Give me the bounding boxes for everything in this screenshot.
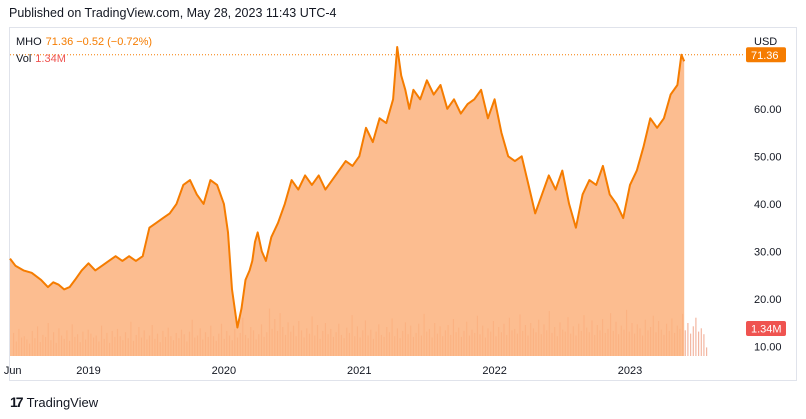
legend-price-change: 71.36 −0.52 (−0.72%) (45, 36, 153, 48)
legend-vol-value: 1.34M (35, 53, 66, 65)
last-price-badge: 71.36 (746, 47, 786, 63)
tradingview-brand[interactable]: 17 TradingView (10, 394, 98, 410)
volume-badge: 1.34M (746, 321, 786, 336)
x-tick-label: 2021 (347, 365, 371, 377)
price-line (9, 46, 686, 329)
brand-label: TradingView (26, 394, 99, 410)
volume-bar (692, 326, 694, 356)
x-tick-label: 2020 (212, 365, 236, 377)
y-tick-label: 40.00 (754, 199, 782, 211)
x-tick-label: 2023 (618, 365, 642, 377)
chart-legend: MHO 71.36 −0.52 (−0.72%) Vol 1.34M (16, 34, 152, 68)
x-tick-label: 2019 (76, 365, 100, 377)
legend-volume-row: Vol 1.34M (16, 51, 152, 68)
volume-bar (700, 328, 702, 356)
currency-label: USD (754, 36, 777, 48)
y-tick-label: 20.00 (754, 294, 782, 306)
volume-bar (687, 323, 689, 356)
y-tick-label: 60.00 (754, 104, 782, 116)
y-tick-label: 30.00 (754, 246, 782, 258)
volume-bar (698, 331, 700, 356)
last-price-label: 71.36 (751, 50, 779, 62)
y-tick-label: 50.00 (754, 151, 782, 163)
legend-vol-label: Vol (16, 53, 32, 65)
volume-label: 1.34M (751, 324, 782, 336)
legend-price-row: MHO 71.36 −0.52 (−0.72%) (16, 34, 152, 51)
volume-bar (690, 333, 692, 356)
y-tick-label: 10.00 (754, 342, 782, 354)
volume-bar (706, 347, 708, 356)
volume-bar (695, 317, 697, 356)
volume-bar (703, 334, 705, 356)
volume-bar (684, 330, 686, 356)
y-axis[interactable]: 10.00 20.00 30.00 40.00 50.00 60.00 (754, 104, 782, 354)
price-area (10, 47, 685, 356)
published-caption: Published on TradingView.com, May 28, 20… (9, 6, 337, 20)
x-axis[interactable]: Jun 2019 2020 2021 2022 2023 (4, 365, 642, 377)
x-tick-label: 2022 (482, 365, 506, 377)
tradingview-logo-icon: 17 (10, 394, 24, 410)
legend-symbol[interactable]: MHO (16, 36, 42, 48)
x-tick-label: Jun (4, 365, 22, 377)
